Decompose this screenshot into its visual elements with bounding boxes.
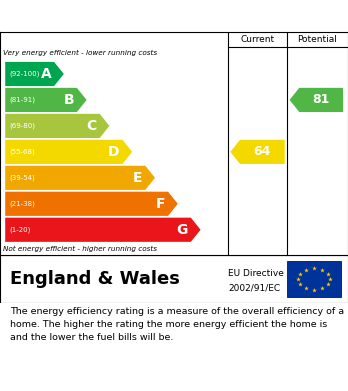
Text: England & Wales: England & Wales	[10, 270, 180, 288]
Text: 64: 64	[254, 145, 271, 158]
Polygon shape	[5, 218, 200, 242]
Text: (21-38): (21-38)	[9, 201, 35, 207]
Text: Very energy efficient - lower running costs: Very energy efficient - lower running co…	[3, 50, 158, 56]
Text: The energy efficiency rating is a measure of the overall efficiency of a home. T: The energy efficiency rating is a measur…	[10, 307, 345, 342]
Bar	[287, 261, 341, 297]
Polygon shape	[5, 140, 132, 164]
Polygon shape	[5, 62, 64, 86]
Text: (81-91): (81-91)	[9, 97, 35, 103]
Polygon shape	[290, 88, 343, 112]
Text: Potential: Potential	[298, 35, 338, 44]
Text: B: B	[63, 93, 74, 107]
Polygon shape	[230, 140, 285, 164]
Text: (92-100): (92-100)	[9, 71, 40, 77]
Polygon shape	[5, 114, 109, 138]
Text: G: G	[177, 223, 188, 237]
Polygon shape	[5, 88, 87, 112]
Text: (69-80): (69-80)	[9, 123, 35, 129]
Text: (1-20): (1-20)	[9, 226, 31, 233]
Text: E: E	[133, 171, 142, 185]
Polygon shape	[5, 192, 178, 216]
Text: A: A	[41, 67, 51, 81]
Text: (39-54): (39-54)	[9, 174, 35, 181]
Text: 2002/91/EC: 2002/91/EC	[228, 283, 280, 292]
Text: 81: 81	[313, 93, 330, 106]
Text: D: D	[108, 145, 120, 159]
Text: Not energy efficient - higher running costs: Not energy efficient - higher running co…	[3, 246, 158, 252]
Text: F: F	[156, 197, 165, 211]
Text: (55-68): (55-68)	[9, 149, 35, 155]
Text: EU Directive: EU Directive	[228, 269, 284, 278]
Text: C: C	[87, 119, 97, 133]
Text: Energy Efficiency Rating: Energy Efficiency Rating	[10, 9, 232, 23]
Polygon shape	[5, 166, 155, 190]
Text: Current: Current	[240, 35, 275, 44]
